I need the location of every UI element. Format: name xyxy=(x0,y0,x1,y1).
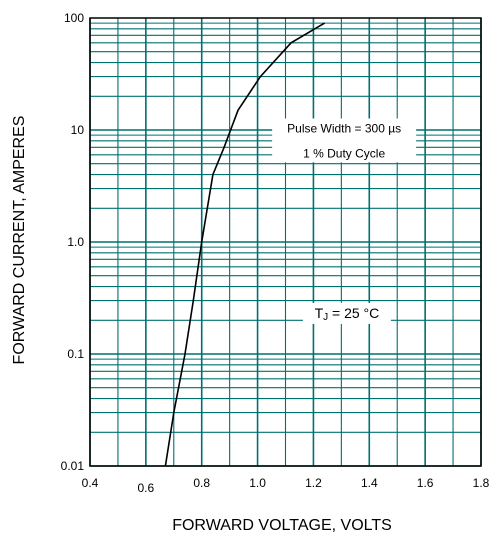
tj-value: = 25 °C xyxy=(328,305,379,321)
junction-temperature-label: TJ = 25 °C xyxy=(315,305,380,323)
forward-current-curve xyxy=(164,22,326,467)
y-axis-label: FORWARD CURRENT, AMPERES xyxy=(11,116,28,365)
pulse-width-label: Pulse Width = 300 µs xyxy=(287,121,401,135)
x-tick-labels: 0.4 0.6 0.8 1.0 1.2 1.4 1.6 1.8 xyxy=(82,476,490,495)
y-tick-label: 1.0 xyxy=(67,235,84,249)
y-tick-labels: 0.01 0.1 1.0 10 100 xyxy=(61,11,85,473)
x-tick-label: 1.6 xyxy=(417,476,434,490)
plot-frame xyxy=(89,17,482,467)
x-axis-label: FORWARD VOLTAGE, VOLTS xyxy=(172,517,392,534)
pulse-width-annotation: Pulse Width = 300 µs 1 % Duty Cycle xyxy=(272,118,417,163)
tj-symbol: T xyxy=(315,305,324,321)
y-tick-label: 10 xyxy=(71,123,85,137)
grid-minor-lines xyxy=(90,18,481,466)
x-tick-label: 1.2 xyxy=(305,476,322,490)
duty-cycle-label: 1 % Duty Cycle xyxy=(303,146,385,160)
y-tick-label: 0.1 xyxy=(67,347,84,361)
y-tick-label: 100 xyxy=(64,11,84,25)
x-tick-label: 0.4 xyxy=(82,476,99,490)
x-tick-label: 1.0 xyxy=(249,476,266,490)
x-tick-label: 1.8 xyxy=(473,476,490,490)
x-tick-label: 0.6 xyxy=(138,481,155,495)
x-tick-label: 1.4 xyxy=(361,476,378,490)
junction-temperature-annotation: TJ = 25 °C xyxy=(302,302,391,324)
y-tick-label: 0.01 xyxy=(61,459,85,473)
x-tick-label: 0.8 xyxy=(193,476,210,490)
tj-subscript: J xyxy=(323,312,328,323)
